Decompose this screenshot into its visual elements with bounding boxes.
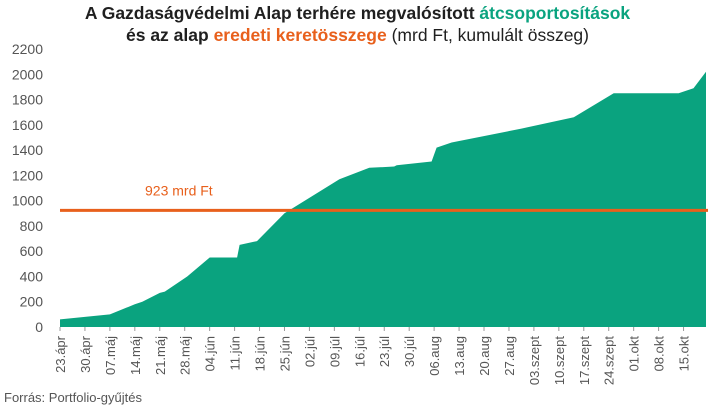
y-tick-label: 200 bbox=[20, 294, 44, 310]
title-line2-suffix: (mrd Ft, kumulált összeg) bbox=[386, 25, 589, 45]
chart-title: A Gazdaságvédelmi Alap terhére megvalósí… bbox=[0, 2, 715, 46]
title-line1-prefix: A Gazdaságvédelmi Alap terhére megvalósí… bbox=[84, 3, 480, 23]
x-tick-label: 28.máj bbox=[178, 336, 193, 375]
x-tick-label: 16.júl bbox=[352, 336, 367, 367]
area-series-0 bbox=[60, 71, 706, 327]
x-tick-label: 11.jún bbox=[228, 336, 243, 370]
title-line2-prefix: és az alap bbox=[126, 25, 214, 45]
y-tick-label: 800 bbox=[20, 218, 44, 234]
x-tick-label: 06.aug bbox=[427, 336, 442, 376]
x-tick-label: 15.okt bbox=[677, 336, 692, 372]
x-tick-label: 02.júl bbox=[302, 336, 317, 367]
y-tick-label: 2000 bbox=[12, 66, 43, 82]
x-tick-label: 09.júl bbox=[327, 336, 342, 367]
y-tick-label: 0 bbox=[35, 319, 43, 335]
source-note: Forrás: Portfolio-gyűjtés bbox=[4, 390, 142, 405]
y-tick-label: 1600 bbox=[12, 117, 43, 133]
y-tick-label: 1400 bbox=[12, 142, 43, 158]
y-tick-label: 400 bbox=[20, 268, 44, 284]
x-tick-label: 13.aug bbox=[452, 336, 467, 376]
x-tick-label: 20.aug bbox=[477, 336, 492, 376]
x-tick-label: 14.máj bbox=[128, 336, 143, 375]
x-tick-label: 24.szept bbox=[602, 336, 617, 386]
reference-line-label: 923 mrd Ft bbox=[145, 182, 213, 198]
y-tick-label: 2200 bbox=[12, 41, 43, 57]
x-tick-label: 07.máj bbox=[103, 336, 118, 375]
x-tick-label: 23.ápr bbox=[53, 335, 68, 373]
x-tick-label: 30.júl bbox=[402, 336, 417, 367]
title-line-2: és az alap eredeti keretösszege (mrd Ft,… bbox=[0, 24, 715, 46]
x-tick-label: 04.jún bbox=[203, 336, 218, 371]
x-tick-label: 21.máj bbox=[153, 336, 168, 375]
x-tick-label: 18.jún bbox=[253, 336, 268, 371]
x-tick-label: 30.ápr bbox=[78, 335, 93, 373]
x-tick-label: 03.szept bbox=[527, 336, 542, 386]
x-tick-label: 08.okt bbox=[652, 336, 667, 372]
x-tick-label: 25.jún bbox=[277, 336, 292, 371]
y-tick-label: 1800 bbox=[12, 92, 43, 108]
x-tick-label: 23.júl bbox=[377, 336, 392, 367]
y-tick-label: 1000 bbox=[12, 193, 43, 209]
y-tick-label: 600 bbox=[20, 243, 44, 259]
x-tick-label: 27.aug bbox=[502, 336, 517, 376]
x-tick-label: 10.szept bbox=[552, 336, 567, 386]
title-line-1: A Gazdaságvédelmi Alap terhére megvalósí… bbox=[0, 2, 715, 24]
x-tick-label: 17.szept bbox=[577, 336, 592, 386]
y-tick-label: 1200 bbox=[12, 167, 43, 183]
title-line2-highlight: eredeti keretösszege bbox=[213, 25, 387, 45]
title-line1-highlight: átcsoportosítások bbox=[479, 3, 631, 23]
x-tick-label: 01.okt bbox=[627, 336, 642, 372]
